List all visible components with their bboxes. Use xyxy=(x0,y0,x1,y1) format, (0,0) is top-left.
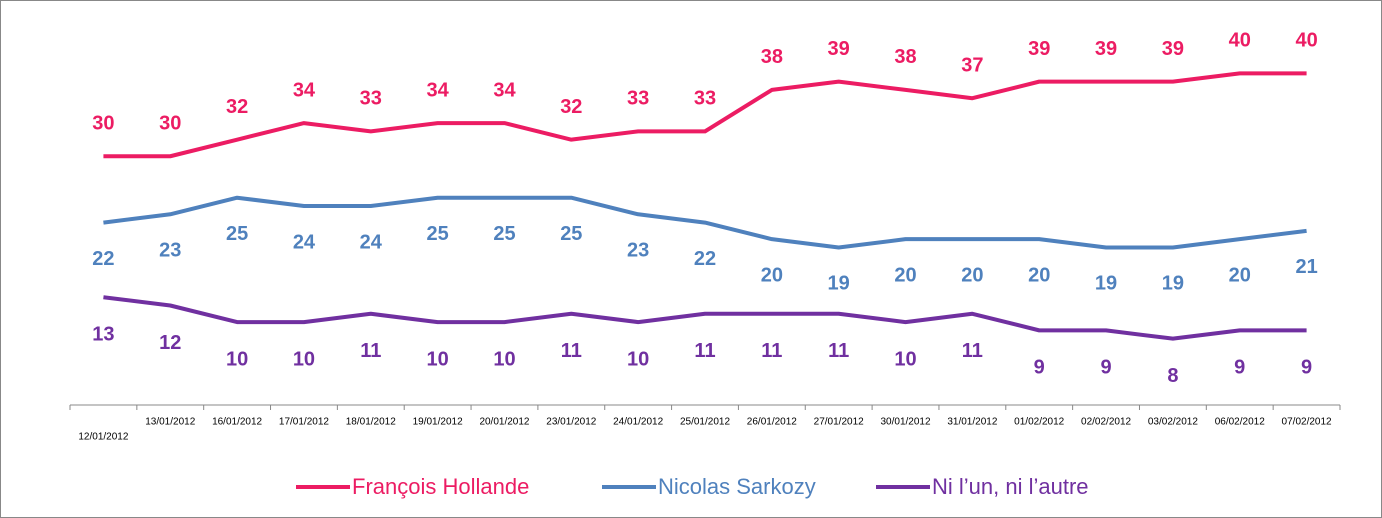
data-label: 34 xyxy=(293,79,316,101)
x-tick-label: 16/01/2012 xyxy=(212,417,262,428)
data-label: 10 xyxy=(627,348,649,370)
legend-label: Nicolas Sarkozy xyxy=(658,474,816,499)
data-label: 11 xyxy=(694,340,715,362)
data-label: 9 xyxy=(1301,357,1312,379)
data-label: 22 xyxy=(694,248,716,270)
x-tick-label: 20/01/2012 xyxy=(479,417,529,428)
x-tick-label: 18/01/2012 xyxy=(346,417,396,428)
data-label: 39 xyxy=(1028,38,1050,60)
data-label: 24 xyxy=(293,231,316,253)
data-label: 39 xyxy=(1095,38,1117,60)
data-label: 34 xyxy=(493,79,516,101)
data-label: 33 xyxy=(694,88,716,110)
data-label: 40 xyxy=(1229,30,1251,52)
data-label: 10 xyxy=(293,348,315,370)
data-label: 12 xyxy=(159,332,181,354)
data-label: 34 xyxy=(427,79,450,101)
data-label: 20 xyxy=(761,264,783,286)
x-tick-label: 02/02/2012 xyxy=(1081,417,1131,428)
data-label: 23 xyxy=(627,240,649,262)
data-label: 23 xyxy=(159,240,181,262)
data-label: 38 xyxy=(761,46,783,68)
x-tick-label: 13/01/2012 xyxy=(145,417,195,428)
data-label: 20 xyxy=(961,264,983,286)
data-label: 11 xyxy=(561,340,582,362)
series-line xyxy=(103,295,1307,341)
data-label: 32 xyxy=(560,96,582,118)
data-label: 10 xyxy=(226,348,248,370)
data-label: 9 xyxy=(1100,357,1111,379)
data-label: 39 xyxy=(1162,38,1184,60)
x-tick-label: 24/01/2012 xyxy=(613,417,663,428)
data-label: 22 xyxy=(92,248,114,270)
data-label: 19 xyxy=(1095,273,1117,295)
x-tick-label: 17/01/2012 xyxy=(279,417,329,428)
x-tick-label: 31/01/2012 xyxy=(947,417,997,428)
data-label: 9 xyxy=(1234,357,1245,379)
x-tick-label: 03/02/2012 xyxy=(1148,417,1198,428)
x-tick-label: 30/01/2012 xyxy=(880,417,930,428)
data-label: 10 xyxy=(493,348,515,370)
data-label: 11 xyxy=(828,340,849,362)
data-label: 19 xyxy=(828,273,850,295)
data-label: 38 xyxy=(894,46,916,68)
x-tick-label: 25/01/2012 xyxy=(680,417,730,428)
data-label: 11 xyxy=(360,340,381,362)
data-label: 25 xyxy=(493,223,515,245)
data-label: 24 xyxy=(360,231,383,253)
data-label: 10 xyxy=(427,348,449,370)
x-tick-label: 07/02/2012 xyxy=(1282,417,1332,428)
data-label: 20 xyxy=(1028,264,1050,286)
data-label: 33 xyxy=(627,88,649,110)
data-label: 40 xyxy=(1295,30,1317,52)
legend-label: Ni l’un, ni l’autre xyxy=(932,474,1089,499)
x-tick-label: 01/02/2012 xyxy=(1014,417,1064,428)
data-label: 37 xyxy=(961,54,983,76)
data-label: 21 xyxy=(1295,256,1317,278)
x-tick-label: 06/02/2012 xyxy=(1215,417,1265,428)
x-tick-label: 27/01/2012 xyxy=(814,417,864,428)
series-line xyxy=(103,71,1307,159)
data-label: 10 xyxy=(894,348,916,370)
legend-label: François Hollande xyxy=(352,474,529,499)
data-label: 25 xyxy=(427,223,449,245)
data-label: 11 xyxy=(962,340,983,362)
series-line xyxy=(103,195,1307,250)
data-label: 13 xyxy=(92,323,114,345)
x-tick-label: 23/01/2012 xyxy=(546,417,596,428)
data-label: 11 xyxy=(761,340,782,362)
x-tick-label: 26/01/2012 xyxy=(747,417,797,428)
data-label: 8 xyxy=(1167,365,1178,387)
data-label: 25 xyxy=(226,223,248,245)
data-label: 33 xyxy=(360,88,382,110)
x-tick-label: 12/01/2012 xyxy=(78,432,128,443)
data-label: 20 xyxy=(894,264,916,286)
data-label: 39 xyxy=(828,38,850,60)
data-label: 19 xyxy=(1162,273,1184,295)
data-label: 30 xyxy=(159,113,181,135)
x-tick-label: 19/01/2012 xyxy=(413,417,463,428)
data-label: 25 xyxy=(560,223,582,245)
data-label: 20 xyxy=(1229,264,1251,286)
data-label: 9 xyxy=(1034,357,1045,379)
data-label: 30 xyxy=(92,113,114,135)
data-label: 32 xyxy=(226,96,248,118)
